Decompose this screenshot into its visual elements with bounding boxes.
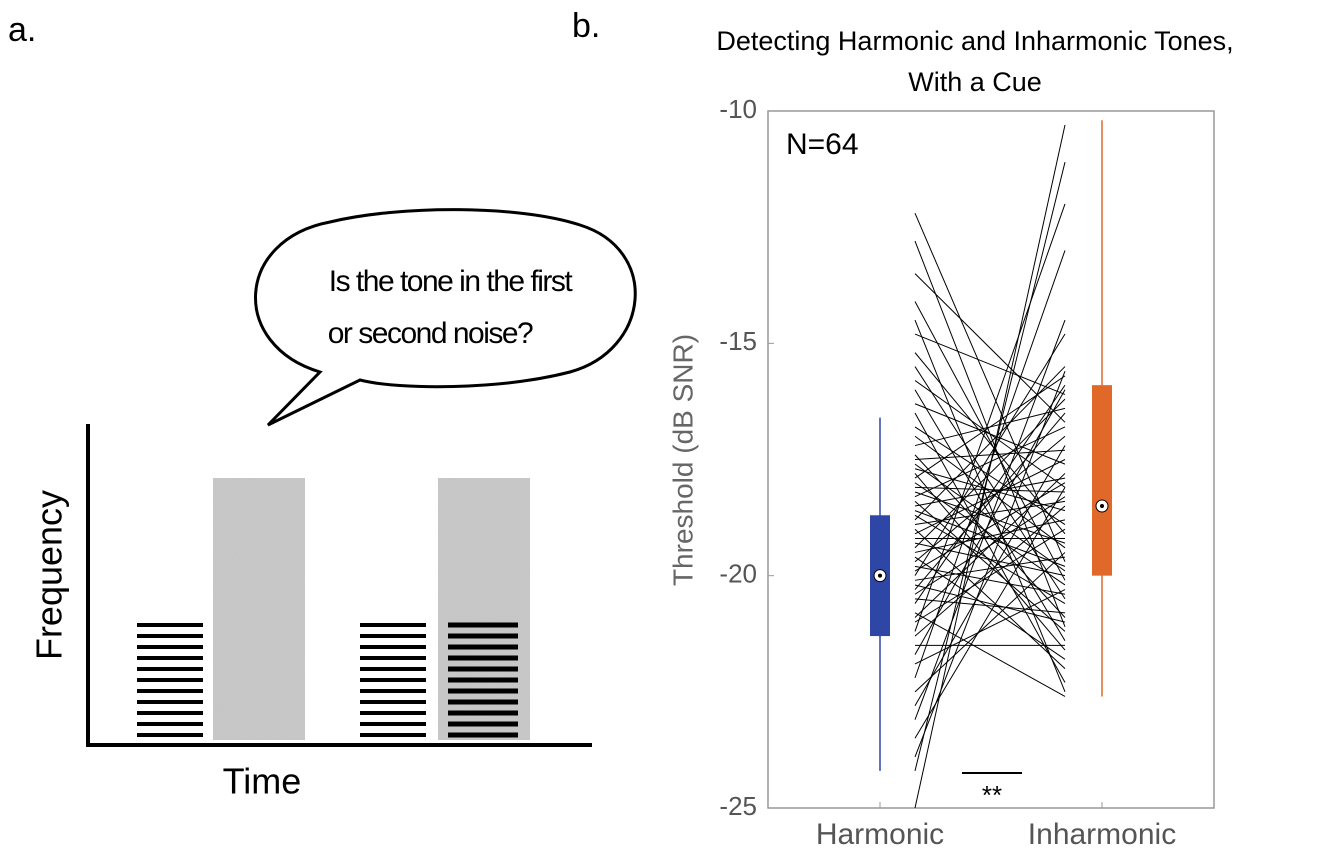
plot-frame — [767, 110, 1215, 809]
pair-line — [914, 371, 1066, 758]
pair-line — [914, 496, 1066, 595]
pair-line — [914, 319, 1066, 720]
pair-line — [914, 454, 1066, 618]
y-axis-label: Threshold (dB SNR) — [667, 334, 698, 586]
pair-line — [914, 240, 1066, 627]
x-tick-label: Harmonic — [816, 818, 944, 851]
pair-line — [914, 468, 1066, 512]
pair-line — [914, 412, 1066, 683]
panel-label: b. — [572, 7, 600, 45]
pair-line — [914, 528, 1066, 623]
pair-line — [914, 333, 1066, 395]
panel-label: a. — [8, 11, 36, 49]
pair-line — [914, 528, 1066, 669]
pair-line — [914, 589, 1066, 665]
noise — [213, 478, 305, 740]
pair-line — [914, 565, 1066, 595]
pair-line — [914, 389, 1066, 655]
pair-line — [914, 552, 1066, 693]
y-tick-label: -15 — [719, 326, 757, 356]
pair-line — [914, 500, 1066, 632]
chart-title: With a Cue — [908, 67, 1042, 97]
speech-bubble — [254, 208, 637, 427]
pair-line — [914, 500, 1066, 526]
pair-line — [914, 301, 1066, 581]
y-tick-label: -20 — [719, 559, 757, 589]
pair-line — [914, 213, 1066, 562]
pair-line — [914, 319, 1066, 693]
pair-line — [914, 463, 1066, 572]
tone-bars — [137, 622, 518, 738]
box — [1092, 385, 1112, 576]
speech-text: or second noise? — [328, 317, 533, 350]
median-dot — [1100, 503, 1104, 508]
y-tick-label: -25 — [719, 791, 757, 821]
pair-line — [914, 384, 1066, 604]
pair-line — [914, 161, 1066, 771]
pair-line — [914, 407, 1066, 447]
axis-label: Time — [223, 761, 302, 802]
pair-line — [914, 426, 1066, 498]
median-dot — [878, 573, 882, 578]
pair-line — [914, 435, 1066, 549]
pair-line — [914, 366, 1066, 600]
panel-b: b. Detecting Harmonic and Inharmonic Ton… — [572, 7, 1234, 851]
panel-a: a. Is the tone in the first or second no… — [8, 11, 637, 802]
pair-line — [914, 598, 1066, 614]
pair-line — [914, 482, 1066, 586]
pair-line — [914, 556, 1066, 660]
pair-line — [914, 505, 1066, 637]
pair-line — [914, 473, 1066, 651]
noise — [438, 478, 530, 740]
pair-line — [914, 426, 1066, 525]
pair-line — [914, 482, 1066, 572]
x-tick-label: Inharmonic — [1028, 818, 1176, 851]
pair-line — [914, 514, 1066, 604]
pair-line — [914, 459, 1066, 535]
pair-line — [914, 273, 1066, 423]
axis-label: Frequency — [29, 490, 70, 660]
pair-line — [914, 584, 1066, 623]
pair-line — [914, 412, 1066, 590]
pair-line — [914, 435, 1066, 563]
y-tick-label: -10 — [719, 94, 757, 124]
significance: ** — [982, 780, 1002, 810]
annotation: N=64 — [786, 128, 859, 161]
chart-title: Detecting Harmonic and Inharmonic Tones, — [716, 26, 1233, 56]
speech-text: Is the tone in the first — [329, 265, 574, 298]
pair-line — [914, 612, 1066, 697]
pair-line — [914, 510, 1066, 567]
pair-line — [914, 389, 1066, 641]
